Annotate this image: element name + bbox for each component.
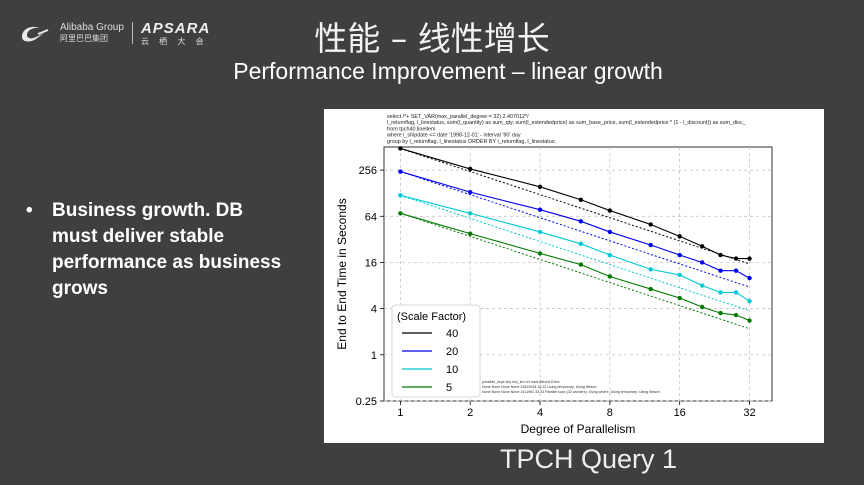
data-point-sf10 xyxy=(699,283,705,288)
performance-chart: select /*+ SET_VAR(max_parallel_degree =… xyxy=(335,114,773,436)
x-tick-label: 1 xyxy=(397,407,403,419)
data-point-sf40 xyxy=(398,146,403,151)
data-point-sf20 xyxy=(733,268,739,273)
apsara-logo: APSARA 云 栖 大 会 xyxy=(141,21,210,46)
legend-box xyxy=(391,304,481,398)
sql-line: where l_shipdate <= date '1998-12-01' - … xyxy=(386,133,521,139)
sql-line: group by l_returnflag, l_linestatus ORDE… xyxy=(387,139,556,145)
data-point-sf20 xyxy=(747,275,752,281)
data-point-sf20 xyxy=(718,268,723,273)
data-point-sf10 xyxy=(398,193,403,198)
legend-label-sf20: 20 xyxy=(446,346,458,358)
data-point-sf10 xyxy=(733,290,739,295)
data-point-sf10 xyxy=(747,299,752,304)
logo-company: Alibaba Group xyxy=(60,22,124,33)
data-point-sf20 xyxy=(578,219,584,224)
legend-title: (Scale Factor) xyxy=(397,311,466,323)
data-point-sf5 xyxy=(747,318,752,323)
data-point-sf40 xyxy=(537,184,543,190)
explain-text: None None None None 23519034 33.33 Using… xyxy=(482,385,596,389)
slide-title-cn: 性能 – 线性增长 xyxy=(314,19,550,58)
data-point-sf10 xyxy=(578,241,584,247)
ideal-line-sf10 xyxy=(400,194,750,312)
data-point-sf40 xyxy=(677,234,682,239)
data-point-sf20 xyxy=(699,260,705,265)
bullet-icon: • xyxy=(26,200,33,221)
explain-text: None None None None 1411981 33.33 Parall… xyxy=(482,390,660,394)
ideal-line-sf20 xyxy=(400,171,750,288)
y-tick-label: 0.25 xyxy=(356,396,377,408)
y-tick-label: 16 xyxy=(365,257,377,269)
legend-label-sf10: 10 xyxy=(446,364,458,376)
x-tick-label: 16 xyxy=(674,407,686,419)
data-point-sf20 xyxy=(648,242,653,248)
y-axis-label: End to End Time in Seconds xyxy=(335,198,349,349)
data-point-sf20 xyxy=(537,207,543,212)
chart-image: select /*+ SET_VAR(max_parallel_degree =… xyxy=(324,109,824,443)
y-tick-label: 64 xyxy=(365,211,377,223)
data-point-sf10 xyxy=(648,267,653,272)
data-point-sf20 xyxy=(677,252,682,258)
x-axis-label: Degree of Parallelism xyxy=(521,422,636,436)
x-tick-label: 4 xyxy=(537,407,543,419)
y-tick-label: 4 xyxy=(371,304,377,316)
y-tick-label: 256 xyxy=(359,165,377,177)
logo-divider xyxy=(131,22,133,44)
data-point-sf5 xyxy=(398,211,403,216)
slide-title-en: Performance Improvement – linear growth xyxy=(233,58,663,84)
x-tick-label: 2 xyxy=(467,407,473,419)
series-line-sf10 xyxy=(400,194,750,302)
data-point-sf40 xyxy=(578,197,584,202)
sql-line: select /*+ SET_VAR(max_parallel_degree =… xyxy=(387,114,529,120)
data-point-sf20 xyxy=(398,169,403,174)
data-point-sf10 xyxy=(718,290,723,295)
data-point-sf10 xyxy=(607,252,613,258)
data-point-sf40 xyxy=(733,256,739,261)
explain-text: possible_keys key key_len ref rows filte… xyxy=(482,380,560,384)
alibaba-logo-text: Alibaba Group 阿里巴巴集团 xyxy=(60,23,124,43)
x-tick-label: 32 xyxy=(743,407,755,419)
y-tick-label: 1 xyxy=(371,350,377,362)
data-point-sf40 xyxy=(468,166,473,172)
data-point-sf5 xyxy=(537,251,543,256)
chart-caption: TPCH Query 1 xyxy=(500,444,678,474)
legend-label-sf40: 40 xyxy=(446,328,458,340)
data-point-sf20 xyxy=(468,189,473,195)
alibaba-logo-icon xyxy=(22,26,49,42)
series-line-sf5 xyxy=(400,212,750,322)
ideal-line-sf40 xyxy=(400,147,750,265)
sql-line: from tpch40.lineitem xyxy=(387,126,436,132)
data-point-sf10 xyxy=(677,272,682,278)
data-point-sf40 xyxy=(699,244,705,249)
x-tick-label: 8 xyxy=(607,407,613,419)
logo-event-cn: 云 栖 大 会 xyxy=(140,36,208,46)
data-point-sf40 xyxy=(747,256,752,261)
bullet-text: Business growth. DB must deliver stable … xyxy=(52,200,282,299)
data-point-sf40 xyxy=(648,222,653,227)
bullet-point: • Business growth. DB must deliver stabl… xyxy=(26,198,286,302)
data-point-sf40 xyxy=(607,208,613,213)
data-point-sf5 xyxy=(733,312,739,318)
logo-group: Alibaba Group 阿里巴巴集团 APSARA 云 栖 大 会 xyxy=(18,18,210,48)
logo-company-cn: 阿里巴巴集团 xyxy=(60,34,108,43)
logo-event: APSARA xyxy=(140,19,211,37)
data-point-sf10 xyxy=(468,211,473,216)
data-point-sf40 xyxy=(718,252,723,258)
data-point-sf5 xyxy=(578,262,584,267)
data-point-sf5 xyxy=(718,310,723,316)
data-point-sf5 xyxy=(699,304,705,310)
data-point-sf5 xyxy=(648,286,653,292)
sql-line: l_returnflag, l_linestatus, sum(l_quanti… xyxy=(387,120,747,126)
data-point-sf5 xyxy=(607,274,613,279)
data-point-sf5 xyxy=(468,231,473,236)
data-point-sf5 xyxy=(677,295,682,301)
legend-label-sf5: 5 xyxy=(446,382,452,394)
data-point-sf20 xyxy=(607,229,613,235)
data-point-sf10 xyxy=(537,229,543,235)
